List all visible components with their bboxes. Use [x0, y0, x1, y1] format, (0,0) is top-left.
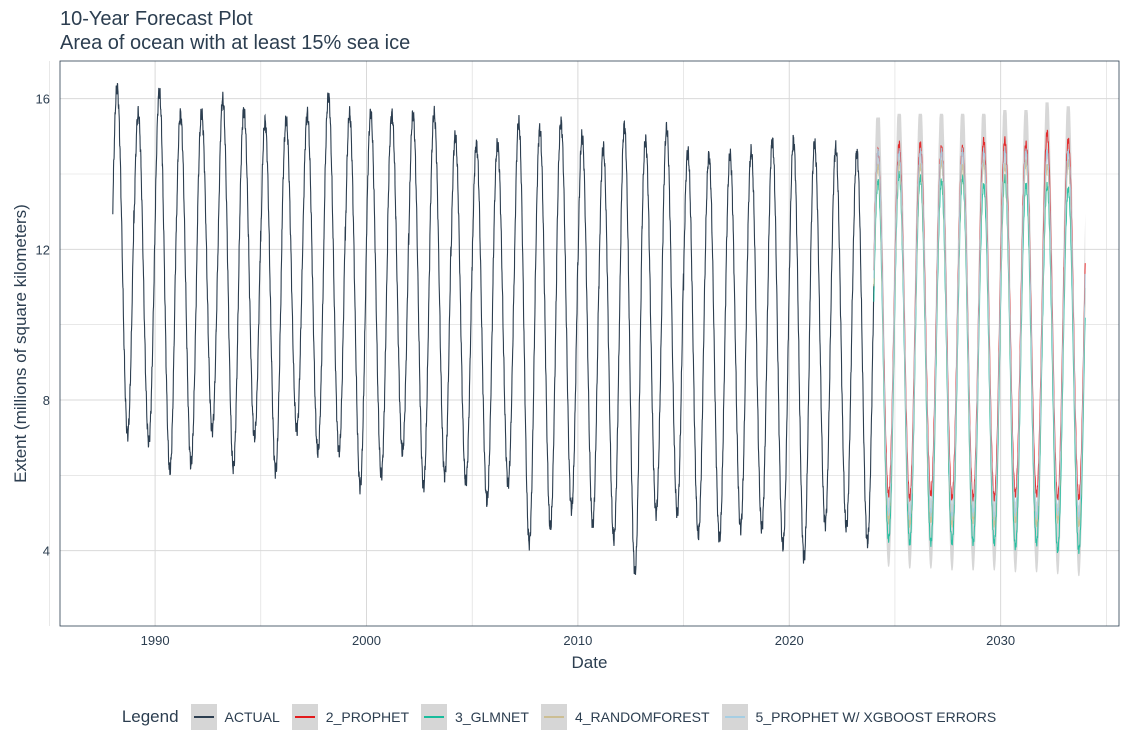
legend-item-glmnet: 3_GLMNET: [421, 704, 529, 730]
x-axis-title: Date: [572, 653, 608, 672]
series-prophet-xgboost: [873, 147, 1086, 521]
x-tick-label: 2020: [775, 633, 804, 648]
legend-swatch-glmnet: [424, 716, 445, 718]
legend-item-actual: ACTUAL: [190, 704, 280, 730]
confidence-band: [873, 102, 1086, 577]
legend-item-prophet-xgboost: 5_PROPHET W/ XGBOOST ERRORS: [721, 704, 997, 730]
x-tick-label: 1990: [141, 633, 170, 648]
legend-label-actual: ACTUAL: [224, 709, 280, 725]
legend-swatch-prophet-xgboost: [724, 716, 745, 718]
legend-label-randomforest: 4_RANDOMFOREST: [574, 709, 710, 725]
y-axis-title: Extent (millions of square kilometers): [11, 204, 30, 483]
x-tick-label: 2010: [563, 633, 592, 648]
y-tick-label: 16: [36, 92, 50, 107]
series-actual: [112, 82, 875, 575]
legend-title: Legend: [121, 707, 179, 726]
grid: [49, 61, 1119, 626]
forecast-chart: 4 8 12 16 1990 2000 2010 2020 2030 Date Extent (mi…: [11, 60, 1120, 672]
legend-label-glmnet: 3_GLMNET: [455, 709, 529, 725]
chart-subtitle: Area of ocean with at least 15% sea ice: [60, 32, 411, 54]
legend-item-randomforest: 4_RANDOMFOREST: [540, 704, 710, 730]
legend-swatch-actual: [193, 716, 214, 718]
legend-label-prophet-xgboost: 5_PROPHET W/ XGBOOST ERRORS: [755, 709, 997, 725]
legend-key-actual: [190, 704, 217, 730]
title-block: 10-Year Forecast Plot Area of ocean with…: [60, 7, 410, 55]
x-tick-label: 2030: [986, 633, 1015, 648]
y-tick-label: 8: [43, 393, 50, 408]
y-tick-label: 12: [36, 242, 50, 257]
x-tick-label: 2000: [352, 633, 381, 648]
chart-title: 10-Year Forecast Plot: [60, 8, 253, 30]
legend-swatch-randomforest: [543, 716, 564, 718]
legend-item-prophet: 2_PROPHET: [291, 704, 410, 730]
legend-key-glmnet: [421, 704, 448, 730]
legend-label-prophet: 2_PROPHET: [325, 709, 410, 725]
legend: Legend ACTUAL 2_PROPHET 3_GLMNET 4_RANDO…: [0, 700, 1130, 734]
legend-swatch-prophet: [294, 716, 315, 718]
legend-key-prophet-xgboost: [721, 704, 748, 730]
y-tick-label: 4: [43, 544, 50, 559]
legend-key-randomforest: [540, 704, 567, 730]
legend-key-prophet: [291, 704, 318, 730]
plot-border: [59, 60, 1120, 627]
